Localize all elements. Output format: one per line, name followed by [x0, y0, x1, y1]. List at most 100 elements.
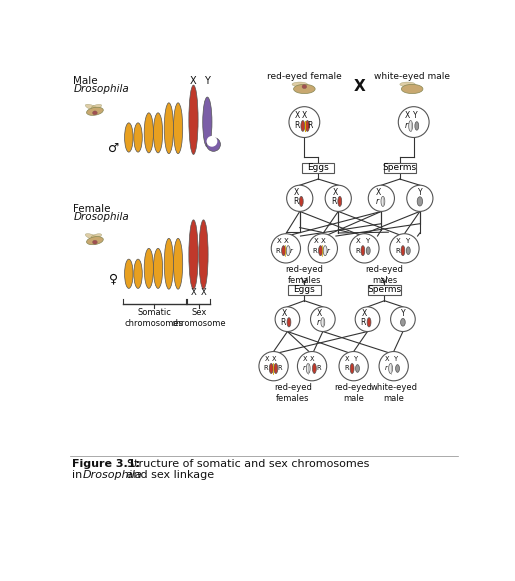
Ellipse shape — [367, 318, 371, 327]
Text: X: X — [345, 356, 350, 362]
Ellipse shape — [302, 85, 306, 88]
Text: Y: Y — [401, 309, 405, 318]
Ellipse shape — [323, 246, 327, 256]
Text: Eggs: Eggs — [294, 285, 315, 295]
Ellipse shape — [400, 82, 415, 87]
Circle shape — [308, 234, 337, 263]
Ellipse shape — [153, 248, 163, 288]
Circle shape — [298, 352, 327, 381]
Text: Y: Y — [413, 112, 418, 120]
Text: ♂: ♂ — [108, 142, 119, 155]
Ellipse shape — [85, 104, 98, 110]
Circle shape — [407, 185, 433, 211]
Text: X: X — [333, 188, 338, 198]
Ellipse shape — [144, 248, 153, 288]
Ellipse shape — [319, 246, 322, 256]
Circle shape — [350, 234, 379, 263]
Text: r: r — [317, 318, 320, 327]
Ellipse shape — [355, 365, 359, 372]
Text: X: X — [303, 356, 307, 362]
Circle shape — [390, 234, 419, 263]
Text: Y: Y — [365, 238, 369, 245]
Text: Drosophila: Drosophila — [73, 84, 129, 94]
Text: X: X — [201, 288, 207, 297]
Text: red-eyed female: red-eyed female — [267, 72, 342, 81]
Ellipse shape — [299, 196, 303, 206]
Text: X: X — [295, 112, 300, 120]
Text: R: R — [293, 197, 299, 206]
Ellipse shape — [164, 238, 174, 289]
Text: X: X — [317, 309, 322, 318]
Circle shape — [379, 352, 408, 381]
Text: X: X — [283, 238, 288, 245]
Ellipse shape — [294, 84, 315, 94]
Ellipse shape — [134, 259, 142, 288]
Text: r: r — [376, 197, 379, 206]
Circle shape — [311, 307, 335, 332]
Ellipse shape — [164, 103, 174, 153]
Text: X: X — [310, 356, 314, 362]
Text: X: X — [282, 309, 287, 318]
Ellipse shape — [415, 121, 419, 130]
Ellipse shape — [338, 196, 342, 206]
Ellipse shape — [401, 84, 423, 94]
Circle shape — [390, 307, 415, 332]
Text: X: X — [375, 188, 381, 198]
Ellipse shape — [306, 364, 310, 374]
Circle shape — [271, 234, 301, 263]
Text: red-eyed
females: red-eyed females — [274, 383, 312, 403]
Ellipse shape — [87, 236, 104, 245]
Ellipse shape — [199, 220, 208, 289]
Ellipse shape — [91, 234, 101, 238]
Ellipse shape — [389, 364, 392, 374]
Text: Sex
chromosome: Sex chromosome — [171, 309, 226, 328]
Text: Female: Female — [73, 205, 111, 214]
Text: X: X — [354, 79, 366, 94]
Ellipse shape — [406, 247, 410, 254]
Ellipse shape — [292, 82, 307, 87]
Text: R: R — [313, 248, 318, 254]
Ellipse shape — [401, 246, 405, 256]
Text: r: r — [303, 365, 306, 371]
Text: red-eyed
females: red-eyed females — [285, 266, 323, 285]
Text: X: X — [264, 356, 269, 362]
Circle shape — [339, 352, 368, 381]
Ellipse shape — [125, 259, 133, 288]
Ellipse shape — [301, 120, 305, 131]
Circle shape — [355, 307, 380, 332]
Ellipse shape — [134, 123, 142, 152]
Ellipse shape — [91, 105, 101, 109]
Text: Y: Y — [405, 238, 409, 245]
Ellipse shape — [207, 138, 220, 151]
Text: Drosophila: Drosophila — [82, 470, 142, 480]
FancyBboxPatch shape — [368, 285, 401, 295]
Circle shape — [325, 185, 351, 211]
Text: Y: Y — [418, 188, 422, 198]
Text: R: R — [345, 365, 349, 371]
FancyBboxPatch shape — [288, 285, 320, 295]
Text: R: R — [360, 318, 366, 327]
Text: X: X — [190, 76, 197, 86]
Circle shape — [289, 107, 320, 138]
FancyBboxPatch shape — [302, 163, 334, 173]
Ellipse shape — [313, 364, 316, 374]
Text: R: R — [355, 248, 360, 254]
Circle shape — [398, 107, 429, 138]
Text: Eggs: Eggs — [307, 163, 329, 172]
Text: Male: Male — [73, 76, 98, 86]
Text: Y: Y — [354, 356, 358, 362]
Text: X: X — [405, 112, 410, 120]
Text: Y: Y — [204, 76, 210, 86]
Text: r: r — [327, 248, 330, 254]
Text: R: R — [278, 365, 282, 371]
Text: X: X — [302, 112, 307, 120]
Ellipse shape — [396, 365, 400, 372]
Ellipse shape — [189, 85, 198, 155]
Text: ♀: ♀ — [109, 272, 118, 286]
Ellipse shape — [274, 364, 278, 374]
Ellipse shape — [144, 113, 153, 153]
Text: white-eyed male: white-eyed male — [374, 72, 450, 81]
Circle shape — [287, 185, 313, 211]
Text: R: R — [307, 121, 313, 130]
Text: red-eyed
male: red-eyed male — [335, 383, 372, 403]
